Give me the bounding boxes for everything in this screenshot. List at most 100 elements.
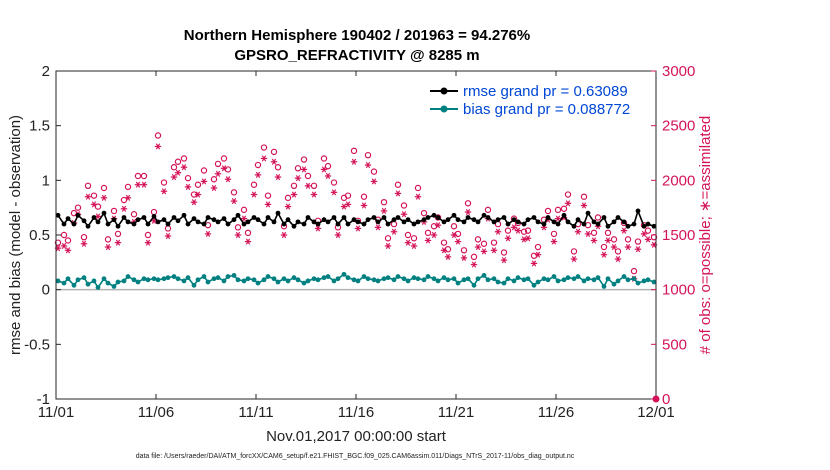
bias-point — [601, 283, 607, 289]
rmse-point — [615, 215, 621, 220]
obs-assimilated-point — [390, 228, 398, 235]
obs-assimilated-point — [640, 230, 648, 237]
obs-assimilated-stroke — [401, 211, 407, 218]
obs-assimilated-point — [524, 235, 532, 242]
obs-assimilated-stroke — [271, 158, 277, 165]
obs-possible-point — [74, 204, 82, 211]
obs-assimilated-stroke — [135, 181, 141, 188]
obs-possible-point — [84, 182, 92, 189]
obs-assimilated-stroke — [611, 243, 617, 251]
rmse-point — [501, 215, 507, 220]
obs-assimilated-stroke — [345, 201, 351, 208]
obs-possible-point — [60, 231, 68, 239]
obs-assimilated-point — [120, 205, 128, 212]
obs-assimilated-stroke — [501, 257, 507, 264]
obs-assimilated-stroke — [515, 227, 521, 234]
rmse-point — [275, 210, 281, 216]
obs-assimilated-stroke — [505, 235, 511, 242]
obs-assimilated-point — [454, 238, 462, 245]
obs-assimilated-stroke — [281, 231, 287, 239]
obs-assimilated-stroke — [625, 243, 631, 251]
bias-point — [155, 277, 161, 283]
rmse-point — [201, 221, 207, 227]
obs-assimilated-point — [354, 225, 362, 232]
obs-possible-point — [294, 165, 302, 172]
obs-assimilated-point — [154, 143, 162, 150]
bias-point — [411, 275, 417, 281]
obs-possible-point — [360, 193, 368, 200]
rmse-point — [175, 218, 181, 224]
obs-assimilated-point — [284, 203, 292, 210]
rmse-point — [515, 219, 521, 225]
bias-point — [185, 275, 191, 281]
bias-point — [611, 281, 617, 287]
x-tick-label: 11/06 — [138, 404, 174, 421]
rmse-point — [561, 212, 567, 218]
y-tick-label: 0.5 — [29, 227, 50, 244]
bias-point — [331, 278, 337, 284]
obs-assimilated-point — [274, 173, 282, 181]
rmse-point — [105, 221, 111, 227]
obs-possible-point — [134, 172, 142, 180]
obs-assimilated-stroke — [191, 199, 197, 206]
rmse-point — [391, 217, 397, 223]
obs-possible-point — [140, 172, 148, 180]
obs-possible-point — [104, 236, 112, 243]
obs-assimilated-point — [414, 193, 422, 200]
bias-point — [191, 282, 197, 288]
obs-assimilated-point — [104, 243, 112, 251]
rmse-point — [85, 223, 91, 229]
obs-possible-point — [174, 158, 182, 165]
bias-point — [495, 279, 501, 285]
obs-assimilated-stroke — [175, 169, 181, 176]
bias-point — [461, 277, 467, 283]
obs-possible-point — [214, 160, 222, 168]
obs-possible-point — [100, 184, 108, 192]
obs-assimilated-stroke — [565, 200, 571, 207]
bias-point — [455, 280, 461, 286]
legend: rmse grand pr = 0.63089 bias grand pr = … — [424, 78, 650, 120]
obs-assimilated-stroke — [141, 181, 147, 188]
bias-point — [215, 275, 221, 281]
obs-assimilated-point — [374, 224, 382, 231]
bias-point — [385, 275, 391, 281]
obs-assimilated-stroke — [445, 253, 451, 260]
y-right-tick-label: 2500 — [662, 118, 695, 135]
obs-possible-point — [284, 194, 292, 202]
obs-assimilated-point — [590, 237, 598, 244]
obs-assimilated-point — [444, 253, 452, 260]
obs-assimilated-stroke — [511, 224, 517, 231]
rmse-point — [411, 221, 417, 227]
y-tick-label: 1 — [42, 172, 50, 189]
obs-assimilated-stroke — [441, 247, 447, 254]
bias-point — [221, 278, 227, 284]
obs-possible-point — [400, 202, 408, 209]
bias-point — [435, 278, 441, 284]
obs-assimilated-stroke — [481, 248, 487, 255]
obs-assimilated-stroke — [101, 194, 107, 201]
obs-assimilated-point — [184, 183, 192, 190]
obs-possible-point — [474, 236, 482, 243]
y-right-tick-label: 3000 — [662, 63, 695, 80]
rmse-point — [405, 217, 411, 223]
bias-point — [505, 276, 511, 282]
obs-possible-point — [234, 224, 242, 231]
bias-point — [95, 285, 101, 290]
obs-assimilated-point — [234, 231, 242, 239]
y-right-tick-label: 0 — [662, 391, 670, 408]
bias-point — [195, 277, 201, 283]
bias-point — [625, 277, 631, 283]
obs-assimilated-stroke — [641, 230, 647, 237]
obs-assimilated-stroke — [575, 228, 581, 235]
rmse-point — [331, 215, 337, 220]
obs-assimilated-point — [324, 172, 332, 180]
obs-assimilated-stroke — [531, 260, 537, 267]
obs-assimilated-stroke — [81, 240, 87, 247]
obs-assimilated-stroke — [261, 155, 267, 162]
bias-point — [481, 273, 487, 278]
bias-point — [321, 275, 327, 281]
bias-point — [561, 277, 567, 283]
rmse-point — [555, 221, 561, 227]
rmse-point — [495, 217, 501, 223]
